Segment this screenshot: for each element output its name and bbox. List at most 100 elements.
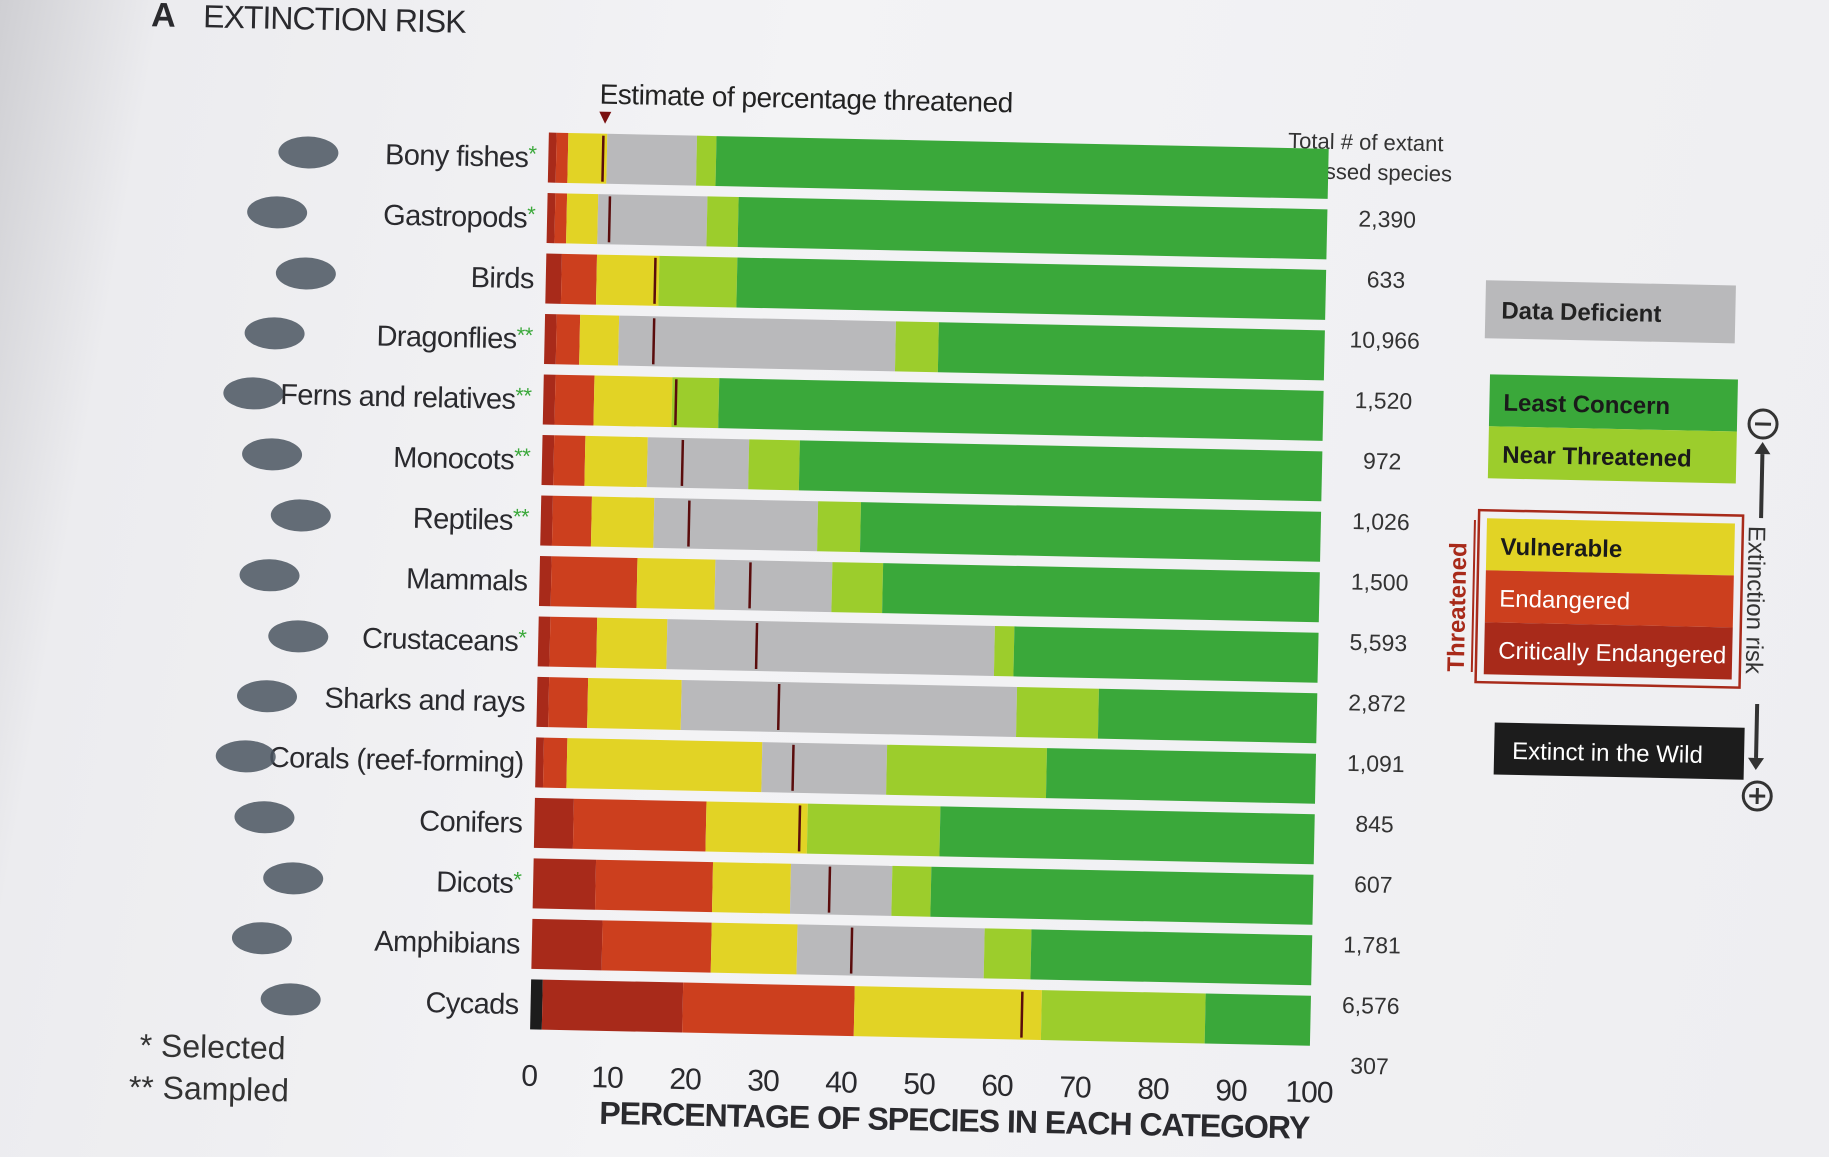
species-total-ferns-and-relatives: 972 <box>1363 448 1402 475</box>
bar-segment-vulnerable-mammals <box>636 558 716 610</box>
bar-segment-near-threatened-crustaceans <box>993 626 1015 677</box>
bar-segment-endangered-reptiles <box>551 495 592 547</box>
bar-segment-near-threatened-dragonflies <box>894 321 939 373</box>
stacked-bars <box>530 132 1329 1046</box>
bar-segment-vulnerable-crustaceans <box>596 617 668 670</box>
species-total-crustaceans: 2,872 <box>1348 689 1406 716</box>
category-label-ferns-and-relatives: Ferns and relatives** <box>280 378 533 416</box>
x-axis-title: PERCENTAGE OF SPECIES IN EACH CATEGORY <box>599 1095 1310 1146</box>
bar-segment-vulnerable-sharks-and-rays <box>587 677 682 730</box>
bar-segment-vulnerable-gastropods <box>566 193 599 245</box>
bar-segment-least-concern-gastropods <box>737 197 1328 260</box>
crab-icon <box>268 620 329 653</box>
category-label-reptiles: Reptiles** <box>412 502 530 537</box>
bar-segment-data-deficient-dragonflies <box>618 315 896 372</box>
category-icons <box>215 136 339 1016</box>
x-tick-label-90: 90 <box>1215 1074 1247 1108</box>
species-total-cycads: 307 <box>1350 1053 1389 1080</box>
bar-segment-vulnerable-amphibians <box>710 922 798 975</box>
footnote-selected: * Selected <box>139 1027 286 1066</box>
dragonfly-icon <box>244 317 305 350</box>
x-tick-label-10: 10 <box>591 1061 623 1095</box>
bar-segment-critically-endangered-monocots <box>541 434 555 486</box>
cycad-icon <box>260 983 321 1016</box>
bar-segment-near-threatened-birds <box>658 255 738 308</box>
bar-segment-endangered-sharks-and-rays <box>548 677 589 728</box>
category-label-dicots: Dicots* <box>436 865 523 900</box>
plus-icon <box>1741 780 1773 812</box>
bar-segment-data-deficient-corals-reef-forming <box>761 742 888 795</box>
legend-swatch-near-threatened <box>1487 426 1737 484</box>
legend-label-least-concern: Least Concern <box>1503 390 1670 420</box>
legend-swatch-least-concern <box>1488 374 1738 432</box>
bar-segment-least-concern-monocots <box>798 440 1323 502</box>
species-total-monocots: 1,026 <box>1352 508 1410 535</box>
deer-icon <box>239 559 300 592</box>
species-total-reptiles: 1,500 <box>1351 568 1409 595</box>
bar-segment-data-deficient-gastropods <box>597 194 708 247</box>
category-label-corals-reef-forming: Corals (reef-forming) <box>268 742 524 779</box>
bar-segment-endangered-dragonflies <box>555 314 581 365</box>
panel-label: A <box>151 0 176 35</box>
bar-segment-near-threatened-gastropods <box>706 196 739 248</box>
species-total-conifers: 607 <box>1354 871 1393 898</box>
arrow-up-icon <box>1754 442 1771 455</box>
species-total-corals-reef-forming: 845 <box>1355 811 1394 838</box>
bar-segment-vulnerable-ferns-and-relatives <box>593 375 673 428</box>
bar-segment-near-threatened-sharks-and-rays <box>1016 686 1099 739</box>
bird-icon <box>275 257 336 290</box>
bar-segment-vulnerable-bony-fishes <box>567 132 608 184</box>
estimate-marker-reptiles <box>687 500 691 547</box>
bar-segment-critically-endangered-corals-reef-forming <box>535 737 545 788</box>
coral-icon <box>215 740 276 773</box>
bar-segment-near-threatened-monocots <box>748 439 800 491</box>
snail-icon <box>247 196 308 229</box>
minus-icon <box>1747 408 1779 440</box>
shark-icon <box>237 680 298 713</box>
extinction-risk-scale: Extinction risk <box>1740 408 1779 812</box>
dicot-icon <box>263 862 324 895</box>
category-label-monocots: Monocots** <box>393 441 532 477</box>
bar-segment-near-threatened-reptiles <box>817 501 862 553</box>
x-tick-label-100: 100 <box>1285 1076 1333 1110</box>
bar-segment-least-concern-bony-fishes <box>715 136 1329 199</box>
x-tick-label-0: 0 <box>521 1060 538 1093</box>
bar-segment-near-threatened-ferns-and-relatives <box>671 377 720 429</box>
bar-segment-critically-endangered-mammals <box>538 555 552 607</box>
bar-segment-vulnerable-cycads <box>853 986 1042 1041</box>
species-total-bony-fishes: 2,390 <box>1358 206 1416 233</box>
estimate-marker-sharks-and-rays <box>776 683 781 731</box>
species-total-sharks-and-rays: 1,091 <box>1347 750 1405 777</box>
category-label-bony-fishes: Bony fishes* <box>385 138 538 174</box>
species-total-amphibians: 6,576 <box>1342 992 1400 1019</box>
x-tick-label-80: 80 <box>1137 1073 1169 1107</box>
bar-segment-data-deficient-reptiles <box>653 497 819 552</box>
x-tick-label-50: 50 <box>903 1068 935 1102</box>
x-tick-label-70: 70 <box>1059 1071 1091 1105</box>
bar-segment-endangered-amphibians <box>601 920 712 973</box>
bar-segment-endangered-corals-reef-forming <box>542 737 568 789</box>
bar-segment-endangered-monocots <box>553 435 586 486</box>
category-label-gastropods: Gastropods* <box>383 199 537 235</box>
bar-segment-endangered-birds <box>560 253 598 305</box>
bar-segment-near-threatened-dicots <box>891 865 932 917</box>
bar-segment-least-concern-conifers <box>939 806 1315 865</box>
bar-segment-endangered-dicots <box>595 859 714 913</box>
legend-label-vulnerable: Vulnerable <box>1500 534 1622 564</box>
estimate-marker-mammals <box>748 562 752 609</box>
estimate-marker-bony-fishes <box>601 135 605 182</box>
bar-segment-near-threatened-cycads <box>1040 990 1206 1044</box>
species-totals: 2,390 633 10,966 1,520 972 1,026 1,500 5,593 2,8… <box>1342 206 1420 1080</box>
bar-segment-data-deficient-bony-fishes <box>606 133 698 186</box>
bar-segment-endangered-crustaceans <box>549 616 598 668</box>
bar-segment-vulnerable-conifers <box>705 801 808 854</box>
extinction-risk-label: Extinction risk <box>1740 526 1770 676</box>
x-axis: 0 10 20 30 40 50 60 70 80 90 100 <box>521 1060 1333 1110</box>
threatened-bracket <box>1470 520 1476 673</box>
bar-segment-least-concern-dicots <box>930 866 1314 925</box>
bar-segment-endangered-ferns-and-relatives <box>554 374 595 426</box>
x-tick-label-30: 30 <box>747 1064 779 1098</box>
bar-segment-data-deficient-monocots <box>646 437 750 490</box>
species-total-birds: 10,966 <box>1349 326 1420 353</box>
